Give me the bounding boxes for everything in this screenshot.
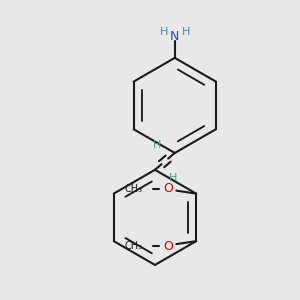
Text: H: H: [169, 173, 177, 183]
Text: H: H: [152, 140, 161, 150]
Text: methoxy: methoxy: [137, 188, 144, 189]
Text: H: H: [182, 27, 190, 37]
Text: CH₃: CH₃: [124, 241, 142, 251]
Text: CH₃: CH₃: [124, 184, 142, 194]
Text: O: O: [164, 240, 173, 253]
Text: N: N: [170, 30, 179, 43]
Text: O: O: [164, 182, 173, 195]
Text: H: H: [160, 27, 168, 37]
